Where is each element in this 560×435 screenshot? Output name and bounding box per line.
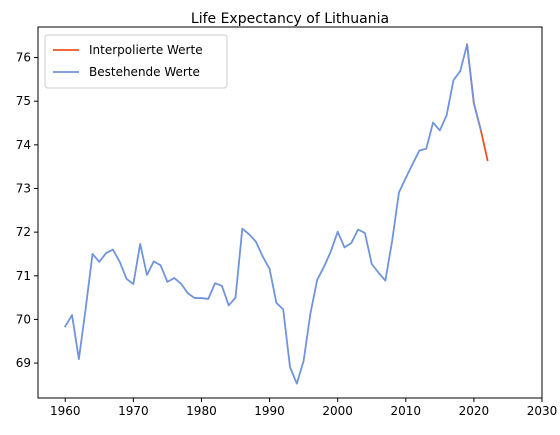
y-tick-label: 73 [16, 181, 31, 195]
plot-frame [37, 26, 543, 399]
legend: Interpolierte Werte Bestehende Werte [44, 34, 228, 89]
series-line-interpolated [466, 43, 489, 162]
legend-box [44, 34, 228, 89]
x-tick-label: 2010 [391, 404, 422, 418]
plot-series [64, 43, 489, 385]
y-tick-label: 70 [16, 312, 31, 326]
x-tick-label: 1960 [50, 404, 81, 418]
y-tick-label: 75 [16, 94, 31, 108]
legend-label-existing: Bestehende Werte [89, 65, 200, 79]
x-tick-label: 1980 [186, 404, 217, 418]
x-tick-label: 2020 [459, 404, 490, 418]
y-tick-label: 69 [16, 356, 31, 370]
x-tick-label: 1970 [118, 404, 149, 418]
series-line-existing [64, 43, 482, 385]
y-axis: 69 70 71 72 73 74 75 76 [16, 51, 38, 370]
x-axis: 1960 1970 1980 1990 2000 2010 2020 2030 [50, 398, 557, 418]
x-tick-label: 2030 [527, 404, 558, 418]
y-tick-label: 72 [16, 225, 31, 239]
chart-title: Life Expectancy of Lithuania [191, 11, 389, 27]
y-tick-label: 71 [16, 269, 31, 283]
x-tick-label: 2000 [322, 404, 353, 418]
y-tick-label: 76 [16, 51, 31, 65]
y-tick-label: 74 [16, 138, 31, 152]
legend-label-interpolated: Interpolierte Werte [89, 43, 203, 57]
x-tick-label: 1990 [254, 404, 285, 418]
